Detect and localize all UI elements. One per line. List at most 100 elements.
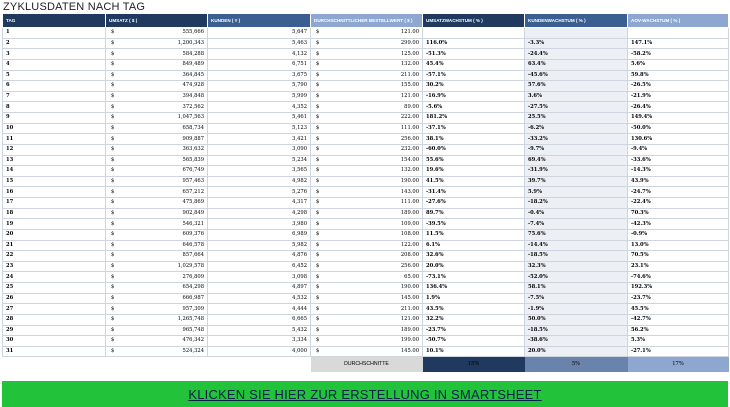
kunden-cell: 4,352 [207,101,311,113]
umsatz-cell: $372,562 [105,101,208,113]
table-row: 14 $676,749 3,565 $132.00 19.6% -31.9% -14.3% [2,165,729,177]
umsatz-cell: $363,632 [105,143,208,156]
currency-symbol: $ [316,337,320,344]
avg-kunden-wachstum: 5% [524,356,628,373]
kunden-cell: 5,999 [207,90,311,103]
currency-symbol: $ [111,294,115,301]
kunden-wachstum-cell: 39.7% [524,175,628,188]
umsatz-cell: $276,809 [105,271,208,283]
umsatz-value: 475,869 [182,199,204,206]
day-cell: 12 [2,143,106,156]
umsatz-value: 909,887 [182,135,204,142]
kunden-cell: 3,675 [207,69,311,82]
day-cell: 21 [2,239,106,252]
umsatz-wachstum-cell: -27.6% [422,197,525,209]
kunden-wachstum-cell: -52.0% [524,271,628,283]
umsatz-value: 609,376 [182,231,204,238]
umsatz-value: 1,047,563 [177,114,204,121]
umsatz-cell: $646,578 [105,239,208,252]
avg-aov-wachstum: 17% [627,356,729,373]
aov-wachstum-cell [627,27,729,39]
kunden-cell: 5,234 [207,154,311,167]
kunden-cell: 3,980 [207,218,311,230]
currency-symbol: $ [111,178,115,185]
umsatz-wachstum-cell: -60.0% [422,143,525,156]
umsatz-cell: $1,200,343 [105,37,208,50]
kunden-cell: 4,532 [207,292,311,305]
currency-symbol: $ [316,188,320,195]
avg-order-value: 256.00 [400,263,419,270]
umsatz-value: 555,666 [182,29,204,36]
day-cell: 9 [2,112,106,124]
currency-symbol: $ [316,273,320,280]
currency-symbol: $ [111,326,115,333]
table-row: 26 $666,987 4,532 $145.00 1.9% -7.5% -23.7% [2,292,729,305]
umsatz-cell: $902,849 [105,207,208,220]
header-kunden-wachstum: KUNDENWACHSTUM ( % ) [524,13,628,28]
table-row: 5 $364,845 3,675 $211.00 -57.1% -45.6% 59.8% [2,69,729,82]
day-cell: 30 [2,335,106,347]
umsatz-value: 658,734 [182,124,204,131]
umsatz-cell: $849,489 [105,58,208,71]
avg-order-cell: $256.00 [310,133,423,145]
kunden-wachstum-cell: -27.5% [524,101,628,113]
currency-symbol: $ [111,146,115,153]
avg-order-cell: $121.00 [310,313,423,326]
smartsheet-cta-link[interactable]: KLICKEN SIE HIER ZUR ERSTELLUNG IN SMART… [188,386,542,402]
day-cell: 8 [2,101,106,113]
currency-symbol: $ [111,50,115,57]
avg-order-cell: $122.00 [310,239,423,252]
umsatz-wachstum-cell: 38.1% [422,133,525,145]
avg-order-cell: $121.00 [310,27,423,39]
kunden-wachstum-cell: 32.3% [524,260,628,273]
avg-order-value: 132.00 [400,167,419,174]
currency-symbol: $ [316,61,320,68]
umsatz-value: 546,321 [182,220,204,227]
kunden-wachstum-cell: -3.3% [524,37,628,50]
avg-order-value: 154.00 [400,156,419,163]
empty-cell [207,356,311,373]
smartsheet-cta-banner[interactable]: KLICKEN SIE HIER ZUR ERSTELLUNG IN SMART… [2,381,728,407]
aov-wachstum-cell: 147.1% [627,37,729,50]
currency-symbol: $ [316,29,320,36]
kunden-wachstum-cell: 63.4% [524,58,628,71]
day-cell: 24 [2,271,106,283]
kunden-cell: 5,461 [207,112,311,124]
aov-wachstum-cell: -42.3% [627,218,729,230]
kunden-cell: 5,276 [207,186,311,198]
umsatz-cell: $364,845 [105,69,208,82]
umsatz-cell: $524,324 [105,345,208,358]
currency-symbol: $ [316,326,320,333]
table-row: 4 $849,489 6,751 $132.00 45.4% 63.4% 5.6% [2,58,729,71]
avg-order-value: 199.00 [400,337,419,344]
currency-symbol: $ [111,263,115,270]
kunden-cell: 3,565 [207,165,311,177]
currency-symbol: $ [316,146,320,153]
currency-symbol: $ [316,114,320,121]
kunden-cell: 5,790 [207,80,311,92]
umsatz-cell: $476,342 [105,335,208,347]
avg-order-value: 222.00 [400,114,419,121]
currency-symbol: $ [316,156,320,163]
umsatz-cell: $1,029,578 [105,260,208,273]
currency-symbol: $ [316,167,320,174]
currency-symbol: $ [111,82,115,89]
header-aov-wachstum: AOV-WACHSTUM ( % ) [627,13,729,28]
day-cell: 7 [2,90,106,103]
avg-order-cell: $89.00 [310,101,423,113]
kunden-wachstum-cell: -24.4% [524,48,628,60]
day-cell: 5 [2,69,106,82]
umsatz-value: 1,200,343 [177,39,204,46]
avg-order-cell: $189.00 [310,207,423,220]
umsatz-wachstum-cell: 181.2% [422,112,525,124]
currency-symbol: $ [111,114,115,121]
umsatz-cell: $676,749 [105,165,208,177]
umsatz-wachstum-cell: 10.1% [422,345,525,358]
umsatz-value: 474,928 [182,82,204,89]
umsatz-wachstum-cell: 41.5% [422,175,525,188]
kunden-cell: 5,463 [207,37,311,50]
kunden-cell: 6,989 [207,228,311,241]
currency-symbol: $ [111,337,115,344]
avg-order-cell: $132.00 [310,165,423,177]
umsatz-cell: $584,288 [105,48,208,60]
